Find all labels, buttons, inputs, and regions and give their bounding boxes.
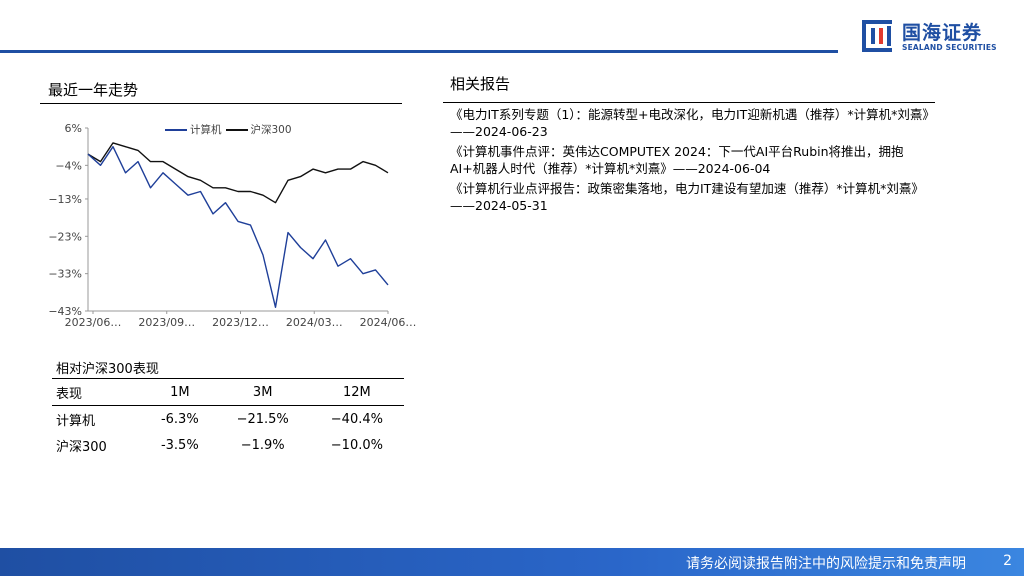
report-link[interactable]: 《计算机行业点评报告：政策密集落地，电力IT建设有望加速（推荐）*计算机*刘熹》… [450, 181, 924, 213]
legend-item-hs300: 沪深300 [225, 122, 292, 137]
reports-title: 相关报告 [450, 75, 511, 93]
chart-legend: 计算机 沪深300 [165, 122, 296, 137]
perf-cell-12m: −40.4% [330, 411, 383, 427]
series-line-computer [87, 146, 389, 309]
table-row: 计算机 -6.3% −21.5% −40.4% [52, 406, 404, 433]
perf-row-label: 沪深300 [56, 439, 107, 455]
performance-title: 相对沪深300表现 [56, 362, 159, 377]
y-tick-label: −43% [48, 305, 82, 318]
table-row: 沪深300 -3.5% −1.9% −10.0% [52, 432, 404, 458]
y-tick-label: −23% [48, 230, 82, 243]
legend-label-computer: 计算机 [190, 124, 222, 136]
logo-text-en: SEALAND SECURITIES [902, 43, 997, 52]
trend-title: 最近一年走势 [48, 81, 139, 99]
perf-cell-3m: −1.9% [240, 437, 285, 453]
x-tick-label: 2023/09… [138, 316, 195, 329]
disclaimer-text: 请务必阅读报告附注中的风险提示和免责声明 [686, 556, 966, 572]
logo-text-cn: 国海证券 [902, 22, 983, 44]
page-number: 2 [1003, 553, 1012, 569]
company-logo: 国海证券 SEALAND SECURITIES [860, 18, 1010, 58]
perf-cell-12m: −10.0% [330, 437, 383, 453]
perf-row-label: 计算机 [56, 413, 96, 429]
x-tick-label: 2023/06… [65, 316, 122, 329]
legend-swatch-hs300 [225, 128, 248, 131]
perf-cell-1m: -3.5% [160, 437, 199, 453]
performance-header-row: 表现 1M 3M 12M [52, 378, 404, 406]
legend-item-computer: 计算机 [165, 122, 222, 137]
trend-title-rule [40, 103, 402, 104]
y-tick-label: −13% [48, 193, 82, 206]
footer-bar: 请务必阅读报告附注中的风险提示和免责声明 2 [0, 548, 1024, 576]
header-rule [0, 50, 838, 53]
related-reports-list: 《电力IT系列专题（1）：能源转型+电改深化，电力IT迎新机遇（推荐）*计算机*… [450, 106, 936, 217]
y-tick-label: −33% [48, 268, 82, 281]
legend-swatch-computer [165, 128, 187, 131]
perf-cell-3m: −21.5% [236, 411, 289, 427]
sealand-logo-icon [862, 20, 892, 52]
y-tick-label: 6% [65, 122, 82, 135]
legend-label-hs300: 沪深300 [250, 124, 292, 136]
trend-chart: 6% −4% −13% −23% −33% −43%2023/06… 2023/09… 202… [48, 122, 417, 329]
performance-table: 表现 1M 3M 12M 计算机 -6.3% −21.5% −40.4% 沪深3… [52, 378, 404, 458]
x-tick-label: 2024/06… [360, 316, 417, 329]
reports-title-rule [443, 102, 935, 103]
perf-header-3m: 3M [215, 378, 310, 406]
y-tick-label: −4% [55, 159, 82, 172]
perf-header-label: 表现 [52, 378, 145, 406]
x-tick-label: 2024/03… [286, 316, 343, 329]
perf-cell-1m: -6.3% [160, 411, 199, 427]
series-line-hs300 [87, 142, 389, 204]
perf-header-12m: 12M [309, 378, 404, 406]
report-link[interactable]: 《电力IT系列专题（1）：能源转型+电改深化，电力IT迎新机遇（推荐）*计算机*… [450, 107, 935, 139]
x-tick-label: 2023/12… [212, 316, 269, 329]
perf-header-1m: 1M [144, 378, 216, 406]
report-link[interactable]: 《计算机事件点评：英伟达COMPUTEX 2024：下一代AI平台Rubin将推… [450, 144, 904, 176]
